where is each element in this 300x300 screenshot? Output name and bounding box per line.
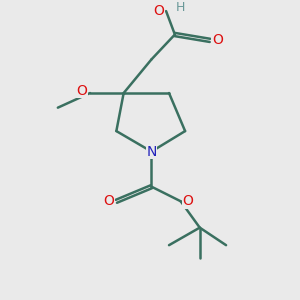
Text: O: O [183,194,194,208]
Text: O: O [76,84,87,98]
Text: N: N [146,145,157,159]
Text: O: O [153,4,164,18]
Text: H: H [176,1,185,14]
Text: O: O [212,33,223,47]
Text: O: O [103,194,115,208]
